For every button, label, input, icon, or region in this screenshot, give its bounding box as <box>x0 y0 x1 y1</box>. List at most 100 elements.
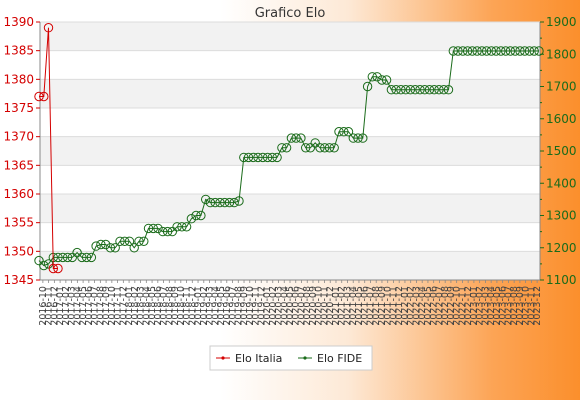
x-tick-label: 2018-06 <box>153 286 164 326</box>
data-point <box>34 255 44 266</box>
data-point <box>196 210 206 221</box>
x-tick-label: 2018-03 <box>136 286 147 326</box>
data-point <box>167 226 178 237</box>
x-tick-label: 2018-05 <box>147 286 158 326</box>
y-tick-left-label: 1345 <box>3 273 34 287</box>
x-tick-label: 2023-10 <box>521 286 532 326</box>
x-tick-label: 2023-08 <box>509 286 520 326</box>
data-point <box>315 143 325 153</box>
data-point <box>301 143 311 153</box>
data-point <box>62 252 73 263</box>
data-point <box>91 241 101 251</box>
data-point <box>443 85 454 95</box>
x-tick-label: 2019-07 <box>228 286 239 326</box>
x-tick-label: 2022-12 <box>463 286 474 326</box>
data-point <box>258 152 268 163</box>
x-tick-label: 2019-12 <box>256 286 267 326</box>
data-point <box>448 46 458 56</box>
plot-band <box>40 194 540 223</box>
x-tick-label: 2021-12 <box>394 286 405 326</box>
x-tick-label: 2019-04 <box>210 286 221 326</box>
x-tick-label: 2023-11 <box>526 286 537 326</box>
data-point <box>515 46 525 56</box>
x-tick-label: 2019-08 <box>233 286 244 326</box>
x-tick-label: 2018-09 <box>170 286 181 326</box>
data-point <box>401 85 411 95</box>
y-tick-left-label: 1380 <box>3 72 34 86</box>
y-tick-right-label: 1900 <box>546 15 577 29</box>
data-point <box>96 239 106 250</box>
x-tick-label: 2018-04 <box>141 286 152 326</box>
x-tick-label: 2020-03 <box>274 286 285 326</box>
x-tick-label: 2022-06 <box>429 286 440 326</box>
x-tick-label: 2022-08 <box>440 286 451 326</box>
x-tick-label: 2023-06 <box>498 286 509 326</box>
x-tick-label: 2017-02 <box>61 286 72 326</box>
y-tick-left-label: 1365 <box>3 158 34 172</box>
data-point <box>367 72 377 82</box>
data-point <box>115 236 125 247</box>
data-point <box>229 197 239 208</box>
x-tick-label: 2017-04 <box>72 286 83 326</box>
x-tick-label: 2021-06 <box>360 286 371 326</box>
data-point <box>391 85 401 95</box>
x-tick-label: 2021-07 <box>365 286 376 326</box>
x-tick-label: 2022-09 <box>446 286 457 326</box>
data-point <box>120 236 130 247</box>
x-tick-label: 2017-10 <box>107 286 118 326</box>
data-point <box>501 46 511 56</box>
y-tick-right-label: 1300 <box>546 209 577 223</box>
data-point <box>372 72 382 82</box>
x-tick-label: 2018-01 <box>124 286 135 326</box>
data-point <box>486 46 497 56</box>
data-point <box>215 197 225 208</box>
x-tick-label: 2018-12 <box>187 286 198 326</box>
data-point <box>191 210 201 221</box>
data-point <box>86 252 97 263</box>
y-tick-right-label: 1100 <box>546 273 577 287</box>
y-tick-right-label: 1800 <box>546 47 577 61</box>
x-tick-label: 2020-02 <box>268 286 279 326</box>
data-point <box>262 152 273 163</box>
x-tick-label: 2019-11 <box>251 286 262 326</box>
legend-fide-marker <box>303 356 307 360</box>
plot-band <box>40 22 540 51</box>
data-point <box>277 143 287 153</box>
data-point <box>453 46 463 56</box>
data-point <box>139 236 149 247</box>
data-point <box>362 81 373 92</box>
x-tick-label: 2019-03 <box>205 286 216 326</box>
data-point <box>243 152 254 163</box>
data-point <box>305 143 316 153</box>
x-tick-label: 2021-01 <box>331 286 342 326</box>
y-tick-right-label: 1700 <box>546 80 577 94</box>
data-point <box>439 85 449 95</box>
x-tick-label: 2020-12 <box>325 286 336 326</box>
data-point <box>162 226 173 237</box>
data-point <box>148 223 159 234</box>
legend-italia-label: Elo Italia <box>235 352 282 365</box>
y-tick-right-label: 1200 <box>546 241 577 255</box>
x-tick-label: 2019-06 <box>222 286 233 326</box>
data-point <box>110 243 120 253</box>
data-point <box>205 197 216 208</box>
x-tick-label: 2019-01 <box>193 286 204 326</box>
data-point <box>72 247 82 258</box>
data-point <box>434 85 444 95</box>
plot-band <box>40 165 540 194</box>
x-tick-label: 2022-02 <box>406 286 417 326</box>
data-point <box>405 85 416 95</box>
data-point <box>48 263 58 274</box>
x-tick-label: 2023-05 <box>492 286 503 326</box>
y-tick-left-label: 1390 <box>3 15 34 29</box>
x-tick-label: 2022-10 <box>452 286 463 326</box>
data-point <box>134 236 144 247</box>
data-point <box>77 252 87 263</box>
x-tick-label: 2021-04 <box>348 286 359 326</box>
data-point <box>458 46 468 56</box>
data-point <box>224 197 235 208</box>
plot-band <box>40 108 540 137</box>
x-tick-label: 2023-01 <box>469 286 480 326</box>
